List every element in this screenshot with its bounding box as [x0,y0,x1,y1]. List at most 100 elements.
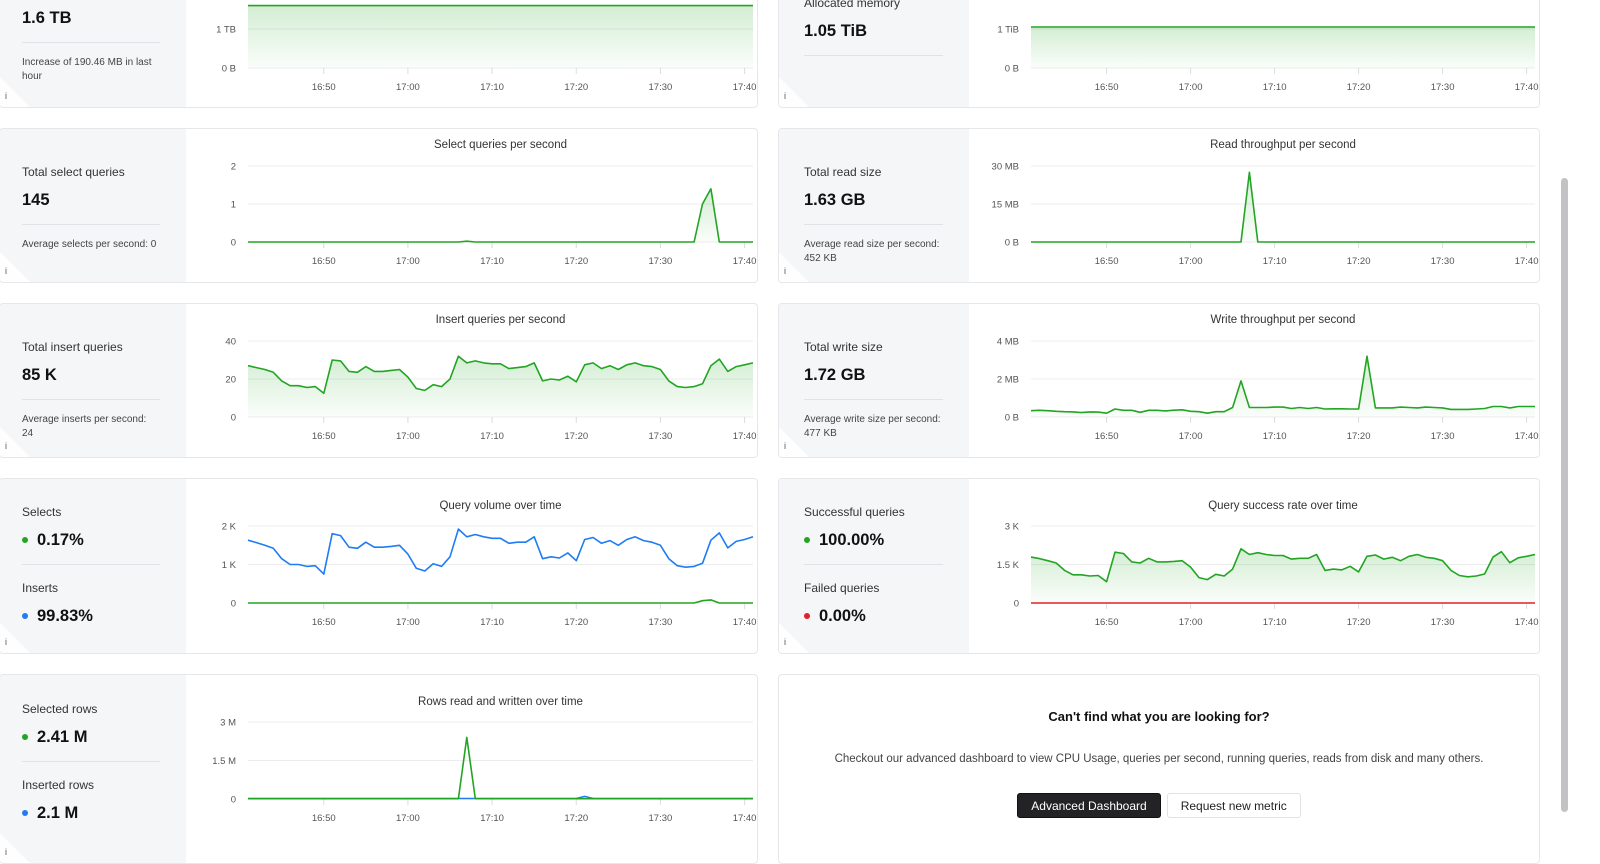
panel-fold [0,77,30,107]
y-tick-label: 0 B [1005,238,1019,249]
x-tick-label: 17:00 [1179,256,1203,267]
blue-dot-icon [22,613,28,619]
kpi-value: 145 [22,188,160,212]
kpi-value: 2.1 M [22,801,160,825]
x-tick-label: 16:50 [312,82,336,93]
x-tick-label: 17:30 [1431,431,1455,442]
kpi-label: Allocated memory [804,0,901,10]
x-tick-label: 17:30 [1431,617,1455,628]
metric-card: Total read size 1.63 GB Average read size … [778,128,1540,283]
y-tick-label: 0 [231,599,236,610]
info-icon[interactable]: i [784,441,786,451]
y-tick-label: 0 [231,238,236,249]
x-tick-label: 17:40 [1515,431,1539,442]
kpi-subtext: Average write size per second: 477 KB [804,414,941,439]
x-tick-label: 17:00 [396,431,420,442]
x-tick-label: 17:20 [1347,82,1371,93]
kpi-subtext: Average selects per second: 0 [22,239,157,250]
chart-title: Write throughput per second [1211,314,1356,326]
chart-title: Select queries per second [434,139,567,151]
y-tick-label: 0 B [222,64,236,75]
y-tick-label: 0 [231,795,236,806]
divider [804,399,943,400]
kpi: Total select queries 145 Average selects p… [22,164,160,252]
kpi-subtext: Increase of 190.46 MB in last hour [22,57,152,82]
green-dot-icon [22,734,28,740]
divider [22,564,160,565]
y-tick-label: 1 TB [216,25,236,36]
divider [22,399,160,400]
x-tick-label: 17:40 [733,431,757,442]
kpi-value: 1.6 TB [22,6,160,30]
kpi-panel: Selects 0.17% Inserts 99.83% i [0,479,186,653]
info-icon[interactable]: i [5,637,7,647]
kpi-value-text: 2.41 M [37,728,88,746]
metric-card: Successful queries 100.00% Failed queries 0… [778,478,1540,654]
y-tick-label: 2 MB [997,375,1019,386]
line-chart: Read throughput per second 0 B 15 MB 30 MB 1… [992,139,1539,267]
x-tick-label: 17:10 [1263,431,1287,442]
kpi: Successful queries 100.00% [804,504,943,565]
kpi-value: 99.83% [22,604,160,628]
line-chart: Query volume over time 0 1 K 2 K 16:50 17:00 1… [222,500,757,628]
series-line-green [248,187,753,243]
x-tick-label: 17:40 [1515,82,1539,93]
line-chart: Rows read and written over time 0 1.5 M 3 M… [212,696,756,824]
line-chart: 0 B 1 TB 16:50 17:00 17:10 17:20 17:30 17:40 [216,4,756,93]
kpi: Allocated memory 1.05 TiB [804,0,943,56]
x-tick-label: 16:50 [312,431,336,442]
kpi-value-text: 100.00% [819,531,885,549]
kpi-panel: Successful queries 100.00% Failed queries 0… [779,479,969,653]
x-tick-label: 17:40 [1515,256,1539,267]
x-tick-label: 17:00 [396,256,420,267]
x-tick-label: 17:20 [564,256,588,267]
panel-fold [779,623,809,653]
info-icon[interactable]: i [784,266,786,276]
kpi: Total insert queries 85 K Average inserts … [22,339,160,441]
info-icon[interactable]: i [5,266,7,276]
x-tick-label: 17:10 [480,256,504,267]
info-icon[interactable]: i [784,637,786,647]
kpi-panel: Selected rows 2.41 M Inserted rows 2.1 M i [0,675,186,863]
info-icon[interactable]: i [5,91,7,101]
x-tick-label: 16:50 [312,256,336,267]
y-tick-label: 40 [225,337,236,348]
x-tick-label: 17:20 [564,617,588,628]
kpi-value-text: 99.83% [37,607,93,625]
kpi-label: Inserted rows [22,778,95,792]
y-tick-label: 4 MB [997,337,1019,348]
x-tick-label: 16:50 [1095,617,1119,628]
scrollbar-thumb[interactable] [1561,178,1568,812]
series-area [248,188,753,242]
metric-card: Total select queries 145 Average selects p… [0,128,758,283]
y-tick-label: 3 M [220,718,236,729]
x-tick-label: 17:40 [1515,617,1539,628]
blue-dot-icon [22,810,28,816]
y-tick-label: 2 K [222,522,237,533]
x-tick-label: 17:20 [1347,617,1371,628]
kpi-value-text: 1.63 GB [804,191,866,209]
request-new-metric-button[interactable]: Request new metric [1166,793,1301,818]
advanced-dashboard-button[interactable]: Advanced Dashboard [1017,793,1161,818]
info-icon[interactable]: i [784,91,786,101]
metric-card: Total insert queries 85 K Average inserts … [0,303,758,458]
line-chart: Insert queries per second 0 20 40 16:50 17:00… [225,314,757,442]
green-dot-icon [22,537,28,543]
info-icon[interactable]: i [5,441,7,451]
kpi-panel: Total select queries 145 Average selects p… [0,129,186,282]
x-tick-label: 17:30 [649,617,673,628]
line-chart: Select queries per second 0 1 2 16:50 17:00 17… [231,139,757,267]
panel-fold [779,252,809,282]
x-tick-label: 17:00 [1179,82,1203,93]
kpi: Selects 0.17% [22,504,160,565]
x-tick-label: 17:40 [733,256,757,267]
series-area [248,5,753,68]
kpi-value-text: 1.72 GB [804,366,866,384]
series-line-green [248,736,753,800]
x-tick-label: 16:50 [1095,256,1119,267]
series-line-green [1031,171,1535,243]
series-line-green [248,599,753,604]
info-icon[interactable]: i [5,847,7,857]
kpi-label: Total write size [804,340,883,354]
cta-text: Checkout our advanced dashboard to view … [834,753,1484,765]
